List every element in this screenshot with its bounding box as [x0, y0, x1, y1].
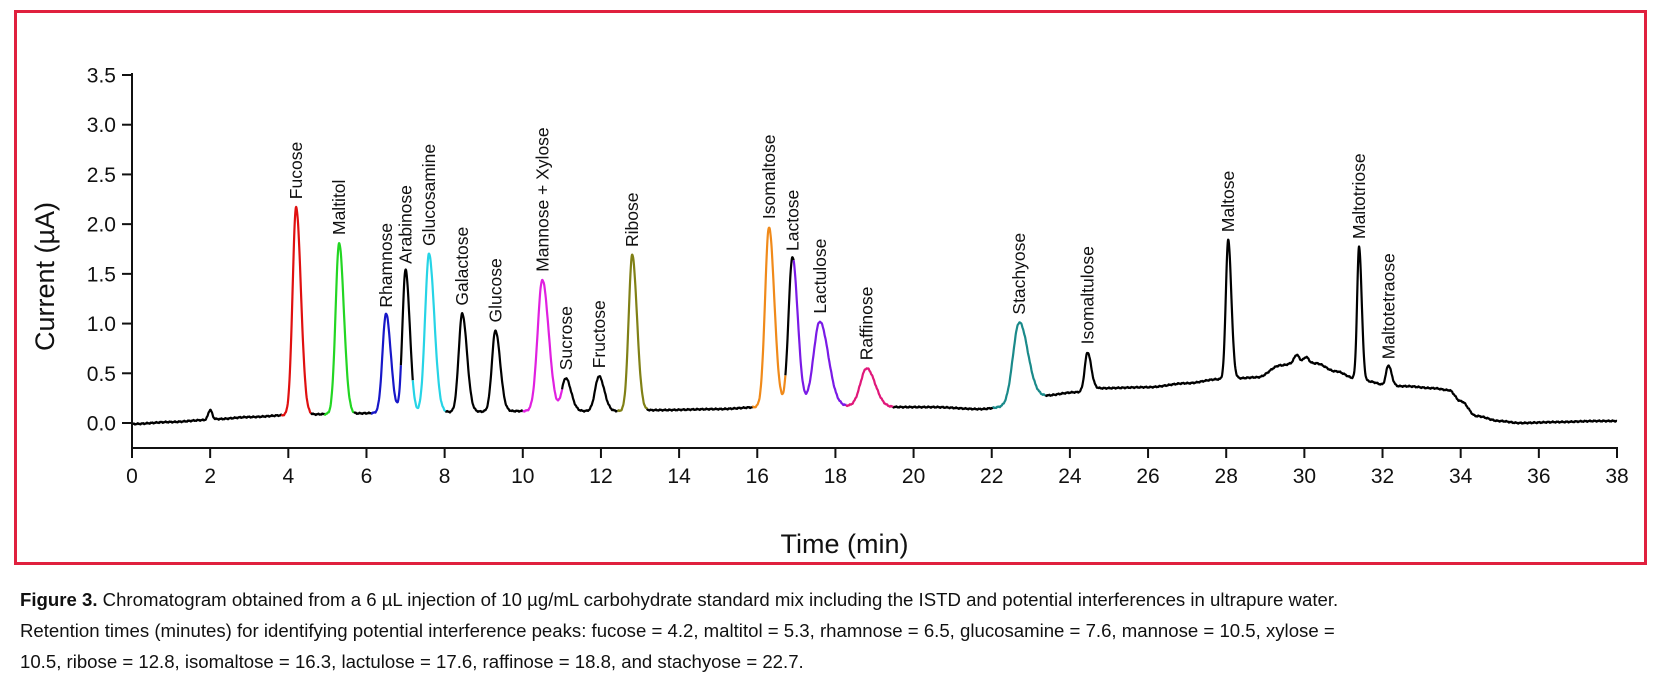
x-tick-label: 22 [980, 465, 1003, 488]
peak-trace-segment [792, 260, 848, 407]
y-tick-label: 0.5 [87, 363, 116, 386]
axes-layer: 0.00.51.01.52.02.53.03.50 2 4 6 8 10 12 14 16 18 2… [87, 65, 1629, 489]
caption-line-2: Retention times (minutes) for identifyin… [20, 620, 1335, 641]
peak-trace-segment [616, 253, 649, 413]
peak-trace-segment [323, 242, 355, 416]
y-tick-label: 2.5 [87, 164, 116, 187]
peak-label: Glucosamine [419, 144, 439, 246]
x-tick-label: 0 [126, 465, 138, 488]
trace-segment [399, 268, 414, 381]
x-tick-label: 14 [667, 465, 691, 488]
x-tick-label: 16 [746, 465, 769, 488]
peak-label: Ribose [622, 193, 642, 247]
x-tick-label: 26 [1136, 465, 1159, 488]
peak-trace-segment [280, 205, 312, 417]
peak-label: Stachyose [1009, 233, 1029, 315]
peak-label: Maltose [1218, 171, 1238, 232]
peak-trace-segment [845, 367, 894, 408]
x-tick-label: 8 [439, 465, 451, 488]
x-tick-label: 18 [824, 465, 847, 488]
trace-segment [310, 412, 326, 417]
peak-label: Sucrose [556, 306, 576, 370]
peak-trace-segment [370, 312, 402, 415]
trace-segment [353, 411, 373, 416]
peak-label: Fructose [589, 300, 609, 368]
y-tick-label: 3.5 [87, 65, 116, 88]
peak-label: Maltotetraose [1378, 253, 1398, 359]
caption-line-3: 10.5, ribose = 12.8, isomaltose = 16.3, … [20, 651, 804, 672]
trace-segment [892, 405, 994, 411]
peak-label: Glucose [485, 258, 505, 322]
peak-trace-segment [521, 278, 564, 413]
peak-label: Fucose [286, 142, 306, 199]
trace-segment [646, 405, 754, 412]
y-tick-label: 2.0 [87, 214, 116, 237]
peak-label: Isomaltulose [1078, 246, 1098, 344]
trace-segment [444, 312, 524, 414]
peak-label: Maltitol [329, 180, 349, 235]
chromatogram-chart: 0.00.51.01.52.02.53.03.50 2 4 6 8 10 12 14 16 18 2… [30, 65, 1629, 560]
x-tick-label: 36 [1527, 465, 1550, 488]
x-tick-label: 30 [1293, 465, 1316, 488]
peak-trace-segment [991, 321, 1047, 410]
x-tick-label: 32 [1371, 465, 1394, 488]
trace-segment [784, 256, 795, 376]
trace-segment [1044, 238, 1618, 425]
y-tick-label: 0.0 [87, 413, 116, 436]
x-tick-label: 24 [1058, 465, 1082, 488]
x-tick-label: 6 [361, 465, 373, 488]
peak-label: Galactose [452, 227, 472, 306]
peak-trace-segment [751, 226, 787, 409]
peak-label: Isomaltose [759, 134, 779, 219]
figure-caption: Figure 3. Chromatogram obtained from a 6… [20, 584, 1660, 677]
peak-label: Raffinose [857, 287, 877, 361]
peak-label: Lactulose [810, 239, 830, 314]
figure-frame [14, 10, 1647, 565]
trace-segment [131, 408, 283, 426]
y-tick-label: 1.5 [87, 263, 116, 286]
trace-segment [560, 375, 619, 413]
figure-number: Figure 3. [20, 589, 98, 610]
y-tick-label: 3.0 [87, 114, 116, 137]
x-tick-label: 2 [204, 465, 216, 488]
x-tick-label: 28 [1215, 465, 1238, 488]
caption-line-1: Figure 3. Chromatogram obtained from a 6… [20, 584, 1660, 615]
y-axis-title: Current (µA) [30, 202, 60, 351]
x-tick-label: 20 [902, 465, 925, 488]
x-tick-label: 38 [1605, 465, 1628, 488]
peak-label: Arabinose [396, 185, 416, 264]
x-tick-label: 12 [589, 465, 612, 488]
peak-trace-segment [411, 252, 447, 413]
peak-label: Maltotriose [1349, 153, 1369, 239]
x-tick-label: 4 [282, 465, 294, 488]
x-tick-label: 10 [511, 465, 534, 488]
trace-layer [131, 205, 1618, 426]
y-tick-label: 1.0 [87, 313, 116, 336]
peak-label: Rhamnose [376, 223, 396, 308]
x-axis-title: Time (min) [781, 529, 909, 559]
caption-text-1: Chromatogram obtained from a 6 µL inject… [97, 589, 1339, 610]
peak-label: Lactose [782, 190, 802, 251]
peak-label: Mannose + Xylose [532, 127, 552, 271]
peak-labels-layer: Fucose Maltitol Rhamnose Arabinose Glucosami… [286, 127, 1398, 370]
x-tick-label: 34 [1449, 465, 1473, 488]
